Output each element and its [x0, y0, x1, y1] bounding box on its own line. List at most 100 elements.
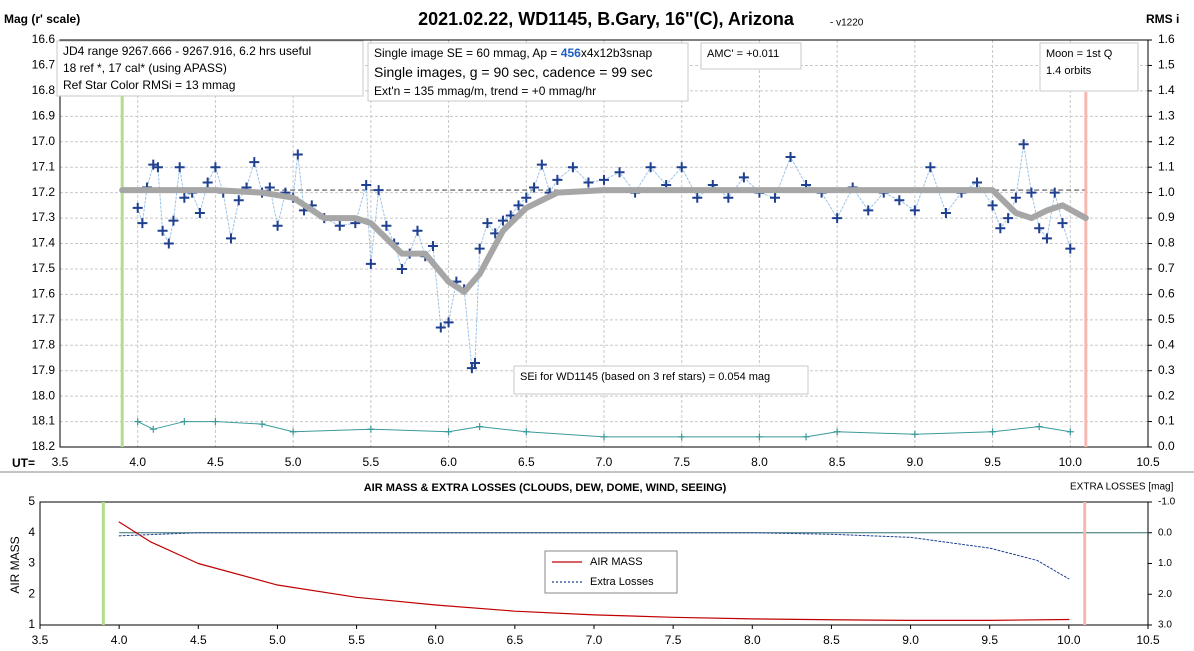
series-line	[119, 187, 1089, 295]
chart-title: 2021.02.22, WD1145, B.Gary, 16"(C), Ariz…	[418, 9, 795, 29]
y-tick-label: 17.7	[32, 312, 56, 326]
data-point	[987, 200, 998, 211]
data-point	[832, 213, 843, 224]
y-tick-label: 4	[28, 525, 35, 539]
x-tick-label: 4.5	[207, 455, 224, 469]
data-point	[972, 177, 983, 188]
data-point	[1065, 243, 1076, 254]
data-point	[412, 225, 423, 236]
annotation-part: Ext'n = 135 mmag/m, trend = +0 mmag/hr	[374, 84, 596, 98]
y2-tick-label: 0.1	[1158, 414, 1175, 428]
data-point	[529, 182, 540, 193]
data-point	[989, 428, 997, 436]
y2-tick-label: 0.9	[1158, 210, 1175, 224]
data-point	[940, 207, 951, 218]
x-tick-label: 4.0	[111, 633, 128, 647]
y2-tick-label: 0.0	[1158, 527, 1172, 538]
y-tick-label: 18.0	[32, 388, 56, 402]
data-point	[373, 185, 384, 196]
data-point	[445, 428, 453, 436]
data-point	[258, 420, 266, 428]
data-point	[1066, 428, 1074, 436]
series-line	[118, 521, 1070, 621]
x-tick-label: 5.5	[348, 633, 365, 647]
annotation-text: 1.4 orbits	[1046, 65, 1092, 77]
x-tick-label: 7.0	[596, 455, 613, 469]
data-point	[157, 225, 168, 236]
data-point	[179, 192, 190, 203]
data-point	[466, 363, 477, 374]
annotation-box	[1039, 42, 1139, 92]
data-point	[583, 177, 594, 188]
data-point	[863, 205, 874, 216]
x-tick-label: 8.0	[751, 455, 768, 469]
x-tick-label: 6.0	[427, 633, 444, 647]
x-tick-label: 8.0	[744, 633, 761, 647]
annotation-part: AMC' = +0.011	[707, 48, 779, 60]
data-point	[894, 195, 905, 206]
x-label: UT=	[12, 456, 35, 470]
data-point	[925, 162, 936, 173]
x-tick-label: 10.0	[1059, 455, 1083, 469]
y-tick-label: 17.8	[32, 337, 56, 351]
annotation-part: JD4 range 9267.666 - 9267.916, 6.2 hrs u…	[63, 44, 311, 58]
data-point	[755, 433, 763, 441]
y2-tick-label: 0.3	[1158, 363, 1175, 377]
data-point	[396, 263, 407, 274]
y2-label: EXTRA LOSSES [mag]	[1070, 482, 1174, 493]
x-tick-label: 6.0	[440, 455, 457, 469]
y-tick-label: 17.2	[32, 185, 56, 199]
annotation-part: 18 ref *, 17 cal* (using APASS)	[63, 61, 227, 75]
x-tick-label: 5.0	[285, 455, 302, 469]
annotation-text: Moon = 1st Q	[1046, 48, 1113, 60]
y2-tick-label: -1.0	[1158, 497, 1176, 508]
data-point	[552, 174, 563, 185]
data-point	[600, 433, 608, 441]
data-point	[1010, 192, 1021, 203]
y2-tick-label: 1.6	[1158, 32, 1175, 46]
y-label: Mag (r' scale)	[4, 12, 80, 26]
x-tick-label: 5.0	[269, 633, 286, 647]
annotation-box	[700, 42, 802, 70]
data-point	[474, 243, 485, 254]
annotation-part: 456	[561, 46, 581, 60]
annotation-box	[513, 365, 809, 395]
data-point	[443, 317, 454, 328]
data-point	[365, 258, 376, 269]
data-point	[168, 215, 179, 226]
data-point	[723, 192, 734, 203]
data-point	[1026, 187, 1037, 198]
y2-tick-label: 0.8	[1158, 236, 1175, 250]
y-tick-label: 5	[28, 494, 35, 508]
data-point	[289, 428, 297, 436]
data-point	[802, 433, 810, 441]
y-tick-label: 16.8	[32, 83, 56, 97]
y2-label: RMS i	[1146, 12, 1179, 26]
data-point	[476, 423, 484, 431]
data-point	[202, 177, 213, 188]
x-tick-label: 10.0	[1057, 633, 1081, 647]
y-tick-label: 16.6	[32, 32, 56, 46]
data-point	[233, 195, 244, 206]
x-tick-label: 9.0	[902, 633, 919, 647]
y-tick-label: 17.5	[32, 261, 56, 275]
data-point	[180, 418, 188, 426]
annotation-part: Single image SE = 60 mmag, Ap =	[374, 46, 561, 60]
y2-tick-label: 0.2	[1158, 388, 1175, 402]
data-point	[614, 167, 625, 178]
data-point	[152, 162, 163, 173]
x-tick-label: 7.0	[586, 633, 603, 647]
y-tick-label: 17.9	[32, 363, 56, 377]
plot-frame	[39, 501, 1149, 626]
y2-tick-label: 0.7	[1158, 261, 1175, 275]
annotation-text: AMC' = +0.011	[707, 48, 779, 60]
y2-tick-label: 1.1	[1158, 159, 1175, 173]
annotation-box	[56, 40, 364, 97]
x-tick-label: 4.0	[129, 455, 146, 469]
annotation-text: SEi for WD1145 (based on 3 ref stars) = …	[520, 371, 770, 383]
x-tick-label: 7.5	[673, 455, 690, 469]
annotation-text: Ref Star Color RMSi = 13 mmag	[63, 78, 235, 92]
data-point	[1018, 139, 1029, 150]
x-tick-label: 9.5	[984, 455, 1001, 469]
y-tick-label: 18.1	[32, 414, 56, 428]
